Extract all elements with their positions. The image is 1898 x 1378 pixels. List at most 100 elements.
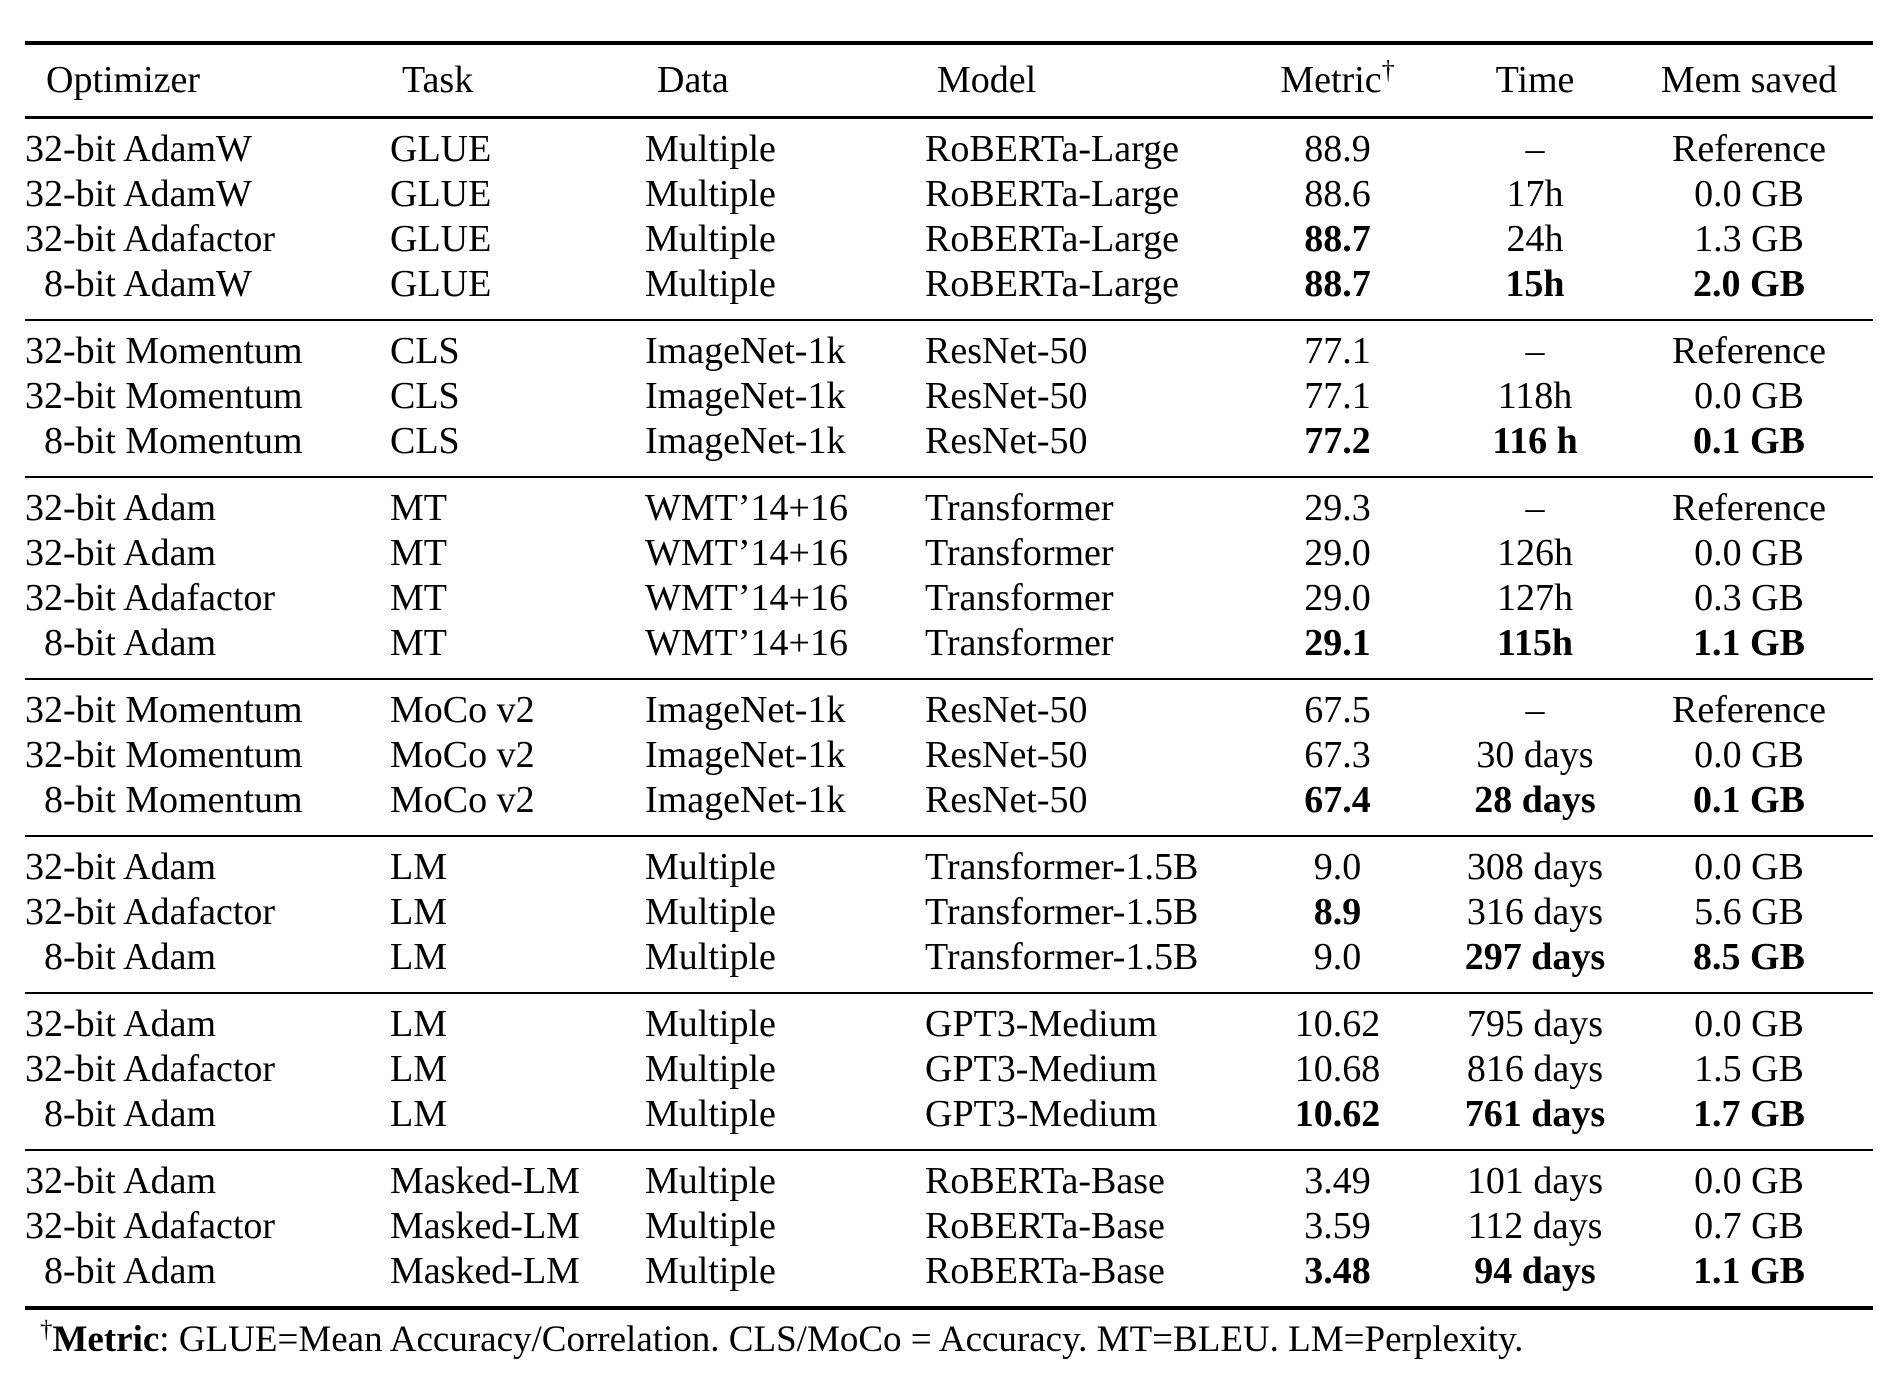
cell-model: GPT3-Medium (925, 1093, 1158, 1135)
cell-mem-saved: 0.0 GB (1694, 1003, 1804, 1045)
cell-metric: 67.4 (1304, 779, 1371, 821)
col-header-metric-label: Metric (1280, 59, 1382, 101)
cell-mem-saved: 0.7 GB (1694, 1205, 1804, 1247)
optimizer-bits: 8 (44, 1093, 63, 1135)
table-row: 8-bit AdamW GLUE Multiple RoBERTa-Large … (25, 262, 1873, 320)
footnote-text: : GLUE=Mean Accuracy/Correlation. CLS/Mo… (159, 1319, 1524, 1360)
table-section-6: 32-bit Adam LM Multiple GPT3-Medium 10.6… (25, 993, 1873, 1150)
cell-time: 28 days (1474, 779, 1596, 821)
table-section-3: 32-bit Adam MT WMT’14+16 Transformer 29.… (25, 477, 1873, 679)
cell-model: Transformer (925, 577, 1114, 619)
cell-model: ResNet-50 (925, 330, 1088, 372)
cell-data: Multiple (645, 1093, 776, 1135)
optimizer-name: -bit Adam (63, 487, 217, 529)
cell-optimizer: 8-bit Adam (25, 935, 390, 993)
cell-mem-saved: 1.1 GB (1693, 1250, 1805, 1292)
footnote-dagger-icon: † (40, 1316, 53, 1344)
cell-optimizer: 8-bit AdamW (25, 262, 390, 320)
cell-time: 816 days (1466, 1048, 1604, 1090)
cell-time: 297 days (1464, 936, 1606, 978)
optimizer-bits: 8 (44, 622, 63, 664)
optimizer-bits: 32 (25, 375, 63, 417)
optimizer-bits: 8 (44, 1250, 63, 1292)
col-header-mem-saved: Mem saved (1625, 43, 1873, 119)
cell-metric: 29.0 (1304, 532, 1371, 574)
cell-mem-saved: 0.0 GB (1694, 375, 1804, 417)
col-header-metric: Metric† (1230, 43, 1445, 119)
cell-mem-saved: Reference (1672, 330, 1826, 372)
cell-model: RoBERTa-Base (925, 1160, 1165, 1202)
cell-data: Multiple (645, 1048, 776, 1090)
optimizer-name: -bit AdamW (63, 128, 252, 170)
cell-model: Transformer (925, 532, 1114, 574)
cell-time: 118h (1497, 375, 1573, 417)
optimizer-bits: 32 (25, 734, 63, 776)
cell-metric: 10.62 (1294, 1003, 1381, 1045)
cell-data: WMT’14+16 (645, 487, 848, 529)
optimizer-name: -bit Adafactor (63, 1048, 276, 1090)
table-row: 8-bit Adam MT WMT’14+16 Transformer 29.1… (25, 621, 1873, 679)
cell-data: Multiple (645, 263, 776, 305)
optimizer-name: -bit Momentum (63, 689, 303, 731)
optimizer-name: -bit Adafactor (63, 218, 276, 260)
optimizer-bits: 32 (25, 1048, 63, 1090)
cell-model: GPT3-Medium (925, 1003, 1158, 1045)
cell-data: WMT’14+16 (645, 532, 848, 574)
optimizer-name: -bit Adafactor (63, 1205, 276, 1247)
cell-model: RoBERTa-Large (925, 263, 1179, 305)
optimizer-bits: 32 (25, 487, 63, 529)
cell-time: 126h (1497, 532, 1573, 574)
optimizer-name: -bit Adam (63, 936, 217, 978)
cell-task: MT (390, 532, 447, 574)
cell-model: ResNet-50 (925, 375, 1088, 417)
cell-optimizer: 8-bit Adam (25, 1092, 390, 1150)
cell-optimizer: 32-bit Adam (25, 531, 390, 576)
cell-model: ResNet-50 (925, 779, 1088, 821)
cell-task: CLS (390, 375, 460, 417)
optimizer-bits: 32 (25, 128, 63, 170)
cell-time: 116 h (1492, 420, 1578, 462)
col-header-data: Data (645, 43, 925, 119)
cell-metric: 9.0 (1313, 936, 1362, 978)
optimizer-name: -bit Adam (63, 1160, 217, 1202)
cell-task: MT (390, 487, 447, 529)
table-row: 8-bit Momentum CLS ImageNet-1k ResNet-50… (25, 419, 1873, 477)
header-row: Optimizer Task Data Model Metric† Time M… (25, 43, 1873, 119)
cell-mem-saved: 1.5 GB (1694, 1048, 1804, 1090)
cell-time: – (1525, 487, 1545, 529)
optimizer-name: -bit Adam (63, 622, 217, 664)
optimizer-bits: 32 (25, 532, 63, 574)
cell-optimizer: 32-bit AdamW (25, 118, 390, 173)
cell-time: – (1525, 689, 1545, 731)
cell-metric: 77.2 (1304, 420, 1371, 462)
cell-time: – (1525, 330, 1545, 372)
table-section-4: 32-bit Momentum MoCo v2 ImageNet-1k ResN… (25, 679, 1873, 836)
cell-data: ImageNet-1k (645, 420, 846, 462)
cell-model: ResNet-50 (925, 689, 1088, 731)
table-row: 32-bit Adafactor MT WMT’14+16 Transforme… (25, 576, 1873, 621)
cell-optimizer: 32-bit Adafactor (25, 217, 390, 262)
table-section-7: 32-bit Adam Masked-LM Multiple RoBERTa-B… (25, 1150, 1873, 1308)
cell-task: MoCo v2 (390, 689, 535, 731)
table-row: 32-bit Adam LM Multiple GPT3-Medium 10.6… (25, 993, 1873, 1047)
footnote-label: Metric (52, 1319, 160, 1360)
optimizer-bits: 32 (25, 330, 63, 372)
cell-task: Masked-LM (390, 1250, 580, 1292)
cell-task: GLUE (390, 218, 492, 260)
cell-model: Transformer-1.5B (925, 846, 1199, 888)
table-row: 32-bit Adam MT WMT’14+16 Transformer 29.… (25, 477, 1873, 531)
cell-metric: 77.1 (1304, 330, 1371, 372)
optimizer-bits: 32 (25, 689, 63, 731)
cell-model: RoBERTa-Large (925, 218, 1179, 260)
cell-task: MT (390, 622, 447, 664)
cell-time: 30 days (1476, 734, 1594, 776)
cell-data: Multiple (645, 846, 776, 888)
cell-data: Multiple (645, 1160, 776, 1202)
cell-mem-saved: 0.0 GB (1694, 173, 1804, 215)
cell-metric: 67.3 (1304, 734, 1371, 776)
table-row: 32-bit Momentum CLS ImageNet-1k ResNet-5… (25, 320, 1873, 374)
col-header-task: Task (390, 43, 645, 119)
table-section-5: 32-bit Adam LM Multiple Transformer-1.5B… (25, 836, 1873, 993)
cell-task: GLUE (390, 263, 492, 305)
